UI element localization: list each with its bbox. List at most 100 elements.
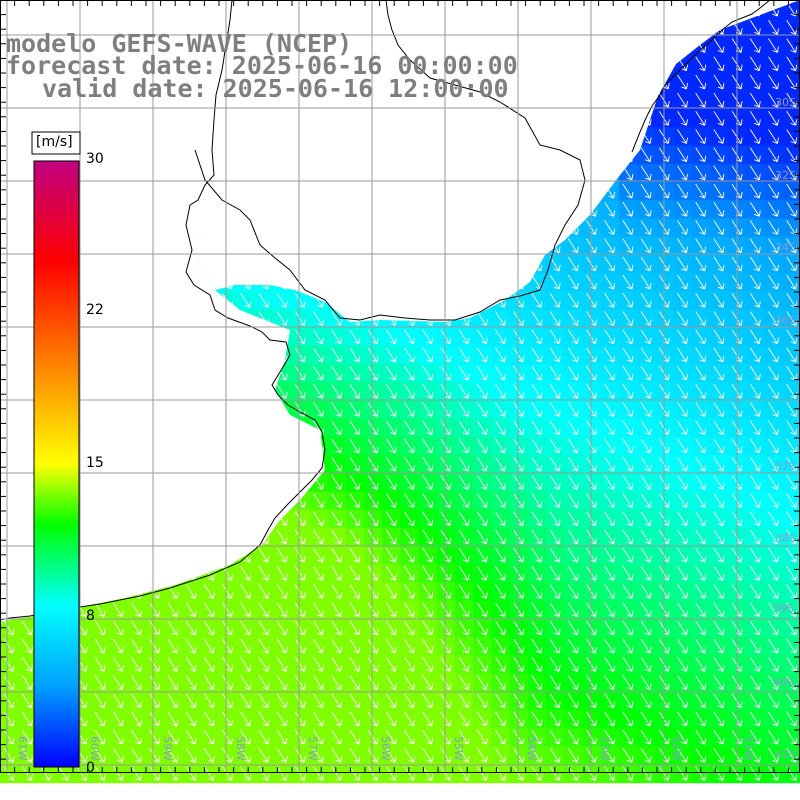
wind-arrow (749, 638, 761, 654)
wind-cell (309, 345, 329, 365)
wind-cell (527, 637, 547, 656)
wind-cell (527, 746, 547, 765)
wind-cell (655, 273, 674, 292)
wind-cell (600, 345, 620, 365)
wind-arrow (622, 620, 634, 636)
wind-arrow (258, 711, 270, 727)
wind-arrow (713, 402, 725, 417)
wind-arrow (549, 384, 561, 399)
wind-cell (655, 564, 674, 583)
wind-cell (509, 764, 529, 784)
wind-arrow (495, 566, 506, 581)
wind-arrow (677, 165, 688, 181)
wind-cell (637, 254, 656, 274)
wind-arrow (768, 493, 779, 508)
wind-arrow (349, 547, 361, 563)
lat-label: 37S (775, 460, 796, 473)
wind-arrow (749, 365, 761, 381)
wind-cell (145, 673, 165, 693)
wind-cell (400, 764, 420, 784)
wind-arrow (622, 256, 634, 272)
wind-cell (637, 473, 656, 492)
wind-cell (764, 473, 784, 492)
wind-cell (291, 546, 310, 565)
wind-arrow (294, 693, 306, 709)
wind-cell (364, 455, 383, 474)
wind-cell (418, 418, 438, 438)
wind-cell (364, 655, 383, 674)
wind-cell (764, 691, 784, 711)
wind-arrow (749, 693, 761, 709)
wind-arrow (622, 766, 634, 781)
wind-cell (127, 600, 147, 620)
wind-arrow (495, 438, 506, 454)
wind-cell (473, 509, 492, 529)
wind-arrow (422, 456, 434, 472)
wind-cell (436, 728, 456, 747)
wind-arrow (495, 711, 506, 727)
wind-arrow (349, 693, 361, 709)
wind-cell (655, 455, 674, 474)
wind-arrow (331, 602, 343, 618)
wind-cell (764, 345, 784, 365)
wind-cell (418, 764, 438, 784)
wind-cell (345, 600, 365, 620)
wind-arrow (749, 74, 761, 90)
wind-arrow (458, 365, 470, 381)
wind-arrow (458, 675, 470, 690)
wind-cell (546, 418, 565, 438)
wind-cell (254, 600, 274, 620)
wind-cell (764, 182, 784, 201)
wind-arrow (695, 657, 707, 672)
wind-arrow (695, 111, 707, 126)
wind-arrow (94, 766, 106, 781)
wind-arrow (768, 748, 779, 763)
wind-arrow (367, 384, 379, 399)
wind-cell (0, 637, 19, 656)
wind-arrow (531, 402, 543, 417)
wind-cell (546, 564, 565, 583)
wind-cell (600, 709, 620, 729)
wind-cell (309, 691, 329, 711)
wind-cell (163, 728, 183, 747)
wind-arrow (21, 711, 33, 727)
wind-cell (127, 691, 147, 711)
wind-arrow (331, 493, 343, 508)
wind-arrow (112, 693, 124, 709)
wind-cell (746, 200, 765, 219)
wind-cell (364, 637, 383, 656)
wind-cell (546, 455, 565, 474)
wind-arrow (531, 566, 543, 581)
wind-arrow (422, 566, 434, 581)
wind-cell (764, 764, 784, 784)
wind-cell (127, 764, 147, 784)
wind-arrow (495, 602, 506, 618)
wind-arrow (622, 748, 634, 763)
wind-cell (364, 618, 383, 638)
wind-cell (764, 455, 784, 474)
wind-arrow (422, 638, 434, 654)
wind-cell (382, 564, 401, 583)
wind-cell (18, 709, 37, 729)
wind-arrow (349, 711, 361, 727)
wind-arrow (622, 238, 634, 254)
wind-arrow (695, 675, 707, 690)
wind-arrow (313, 329, 324, 345)
wind-arrow (458, 584, 470, 599)
wind-arrow (258, 748, 270, 763)
wind-cell (455, 455, 474, 474)
wind-cell (291, 673, 310, 693)
wind-cell (691, 54, 711, 74)
wind-arrow (695, 711, 707, 727)
wind-cell (582, 382, 602, 401)
wind-cell (200, 673, 219, 693)
wind-cell (491, 728, 511, 747)
wind-arrow (749, 529, 761, 545)
wind-arrow (313, 620, 324, 636)
wind-arrow (203, 748, 215, 763)
wind-cell (364, 509, 383, 529)
wind-cell (582, 345, 602, 365)
wind-arrow (367, 438, 379, 454)
wind-arrow (422, 420, 434, 436)
wind-arrow (713, 438, 725, 454)
